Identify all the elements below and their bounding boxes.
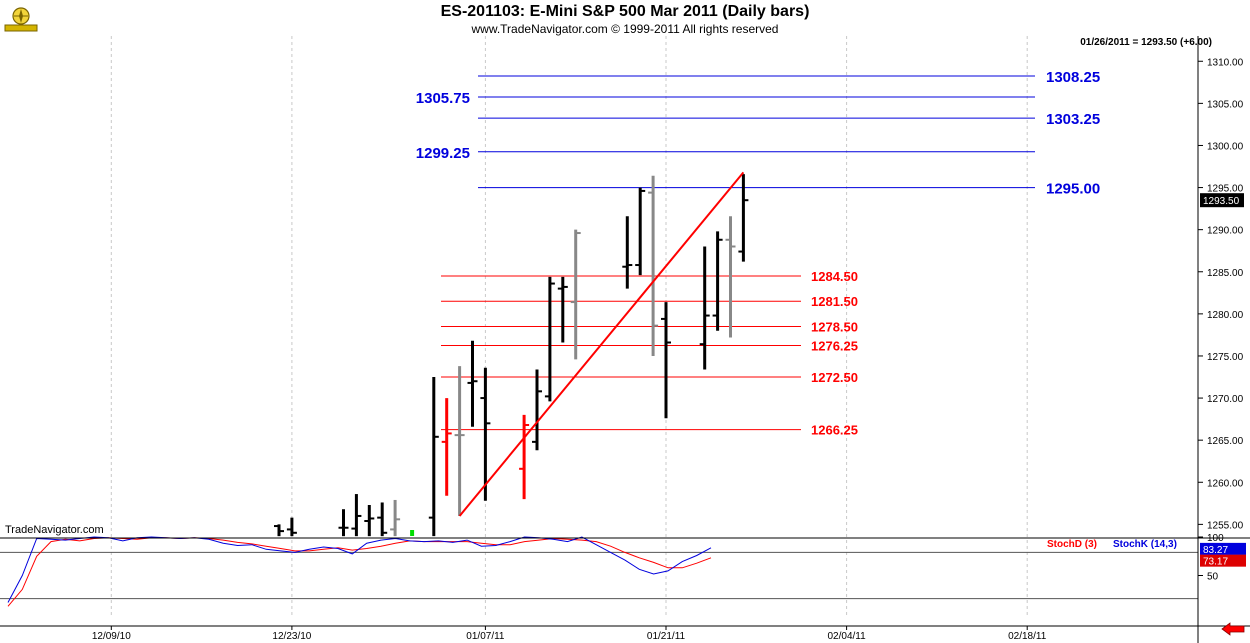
fib-level-blue-label: 1303.25 xyxy=(1046,111,1100,128)
fib-level-blue-label: 1308.25 xyxy=(1046,69,1100,86)
brand-watermark: TradeNavigator.com xyxy=(5,524,104,536)
x-tick-label: 12/09/10 xyxy=(92,631,131,642)
y-tick-label: 1255.00 xyxy=(1207,520,1244,531)
fib-level-red-label: 1266.25 xyxy=(811,423,858,438)
x-tick-label: 01/07/11 xyxy=(466,631,505,642)
x-tick-label: 12/23/10 xyxy=(272,631,311,642)
x-tick-label: 02/04/11 xyxy=(828,631,867,642)
stoch-d-legend: StochD (3) xyxy=(1047,539,1097,550)
x-tick-label: 02/18/11 xyxy=(1008,631,1047,642)
y-tick-label: 1310.00 xyxy=(1207,57,1244,68)
stoch-k-legend: StochK (14,3) xyxy=(1113,539,1177,550)
y-tick-label: 1285.00 xyxy=(1207,268,1244,279)
y-tick-label: 1295.00 xyxy=(1207,184,1244,195)
last-quote: 01/26/2011 = 1293.50 (+6.00) xyxy=(1080,37,1212,48)
y-tick-label: 1290.00 xyxy=(1207,226,1244,237)
fib-level-blue-label: 1305.75 xyxy=(416,90,470,107)
stoch-k-line xyxy=(7,536,712,603)
red-left-arrow-icon[interactable] xyxy=(1221,622,1245,636)
fib-level-red-label: 1278.50 xyxy=(811,319,858,334)
stoch-k-value-box xyxy=(1200,542,1246,555)
stoch-k-value: 83.27 xyxy=(1203,545,1228,556)
chart-title: ES-201103: E-Mini S&P 500 Mar 2011 (Dail… xyxy=(440,3,810,20)
y-tick-label: 1275.00 xyxy=(1207,352,1244,363)
last-price-label: 1293.50 xyxy=(1203,196,1240,207)
signal-marker xyxy=(410,530,415,536)
trendline xyxy=(458,171,745,517)
fib-level-red-label: 1281.50 xyxy=(811,294,858,309)
y-tick-label: 1270.00 xyxy=(1207,394,1244,405)
copyright-subtitle: www.TradeNavigator.com © 1999-2011 All r… xyxy=(471,22,779,36)
fib-level-red-label: 1272.50 xyxy=(811,370,858,385)
y-tick-label: 1265.00 xyxy=(1207,436,1244,447)
y-tick-label: 1260.00 xyxy=(1207,478,1244,489)
fib-level-blue-label: 1299.25 xyxy=(416,145,470,162)
stoch-d-line xyxy=(7,537,712,607)
y-tick-label: 1305.00 xyxy=(1207,99,1244,110)
fib-level-blue-label: 1295.00 xyxy=(1046,181,1100,198)
stoch-d-value-box xyxy=(1200,554,1246,567)
stoch-y-tick-label: 50 xyxy=(1207,572,1219,583)
y-tick-label: 1280.00 xyxy=(1207,310,1244,321)
fib-level-red-label: 1284.50 xyxy=(811,269,858,284)
last-price-box xyxy=(1200,193,1244,208)
fib-level-red-label: 1276.25 xyxy=(811,338,858,353)
y-tick-label: 1300.00 xyxy=(1207,141,1244,152)
stoch-d-value: 73.17 xyxy=(1203,557,1228,568)
compass-logo-icon xyxy=(4,7,38,32)
x-tick-label: 01/21/11 xyxy=(647,631,686,642)
